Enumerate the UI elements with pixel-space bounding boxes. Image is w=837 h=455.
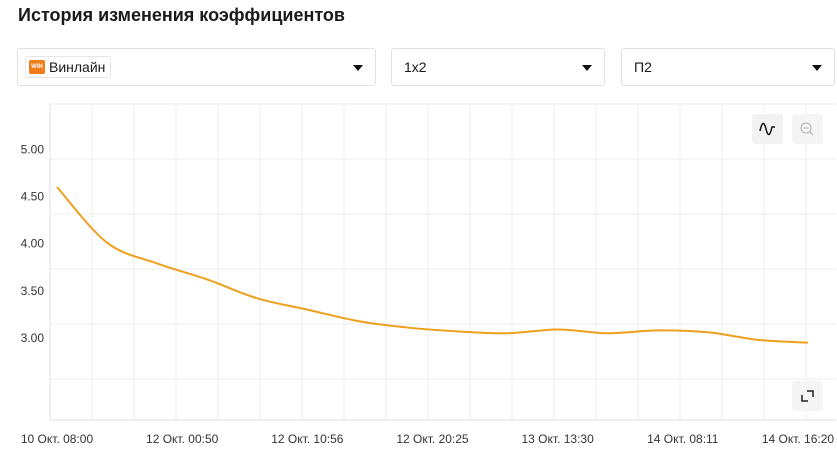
- bookmaker-icon: WIN: [29, 60, 45, 74]
- outcome-select[interactable]: П2: [621, 48, 835, 86]
- bookmaker-chip: WIN Винлайн: [25, 56, 112, 78]
- market-select[interactable]: 1x2: [391, 48, 605, 86]
- dropdown-arrow: [582, 65, 592, 71]
- odds-line: [56, 186, 809, 344]
- fullscreen-button[interactable]: [792, 381, 823, 411]
- x-tick-label: 10 Окт. 08:00: [21, 432, 94, 446]
- dropdown-arrow: [353, 65, 363, 71]
- background-grid: [49, 103, 836, 421]
- y-tick-label: 4.00: [21, 237, 45, 251]
- dropdown-arrow: [812, 65, 822, 71]
- x-tick-label: 14 Окт. 08:11: [647, 432, 719, 446]
- x-tick-label: 13 Окт. 13:30: [522, 432, 595, 446]
- bookmaker-select[interactable]: WIN Винлайн: [17, 48, 376, 86]
- x-tick-label: 12 Окт. 00:50: [146, 432, 219, 446]
- x-tick-label: 14 Окт. 16:20: [762, 432, 835, 446]
- y-tick-label: 3.00: [21, 331, 45, 345]
- x-tick-label: 12 Окт. 20:25: [396, 432, 469, 446]
- bookmaker-name: Винлайн: [49, 59, 106, 75]
- x-tick-label: 12 Окт. 10:56: [271, 432, 344, 446]
- y-tick-label: 3.50: [21, 284, 45, 298]
- smooth-button[interactable]: [752, 114, 783, 144]
- market-name: 1x2: [404, 59, 427, 75]
- page-title: История изменения коэффициентов: [18, 5, 345, 25]
- y-tick-label: 5.00: [21, 142, 45, 156]
- outcome-name: П2: [634, 59, 652, 75]
- y-tick-label: 4.50: [21, 190, 45, 204]
- zoom-button[interactable]: [792, 114, 823, 144]
